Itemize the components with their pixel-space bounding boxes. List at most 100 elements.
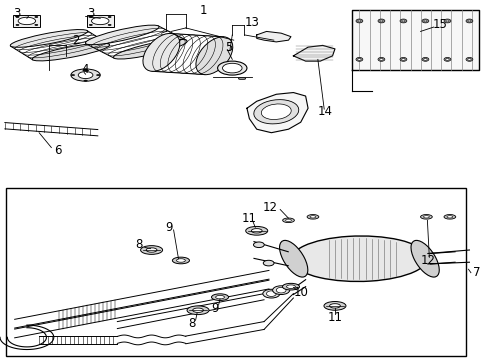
Ellipse shape — [251, 229, 262, 233]
Ellipse shape — [16, 17, 19, 18]
Ellipse shape — [108, 17, 111, 18]
Ellipse shape — [357, 20, 360, 22]
Text: 4: 4 — [81, 63, 89, 76]
Ellipse shape — [467, 20, 470, 22]
Text: 2: 2 — [72, 33, 80, 47]
Ellipse shape — [141, 246, 162, 255]
Text: 3: 3 — [86, 8, 94, 21]
Ellipse shape — [245, 226, 267, 235]
Ellipse shape — [238, 77, 245, 80]
Ellipse shape — [16, 24, 19, 26]
Ellipse shape — [355, 58, 362, 61]
Text: 8: 8 — [135, 238, 143, 251]
Ellipse shape — [420, 215, 431, 219]
Text: 8: 8 — [187, 317, 195, 330]
Text: 15: 15 — [432, 18, 447, 31]
Ellipse shape — [467, 58, 470, 60]
Ellipse shape — [85, 25, 159, 45]
Ellipse shape — [253, 100, 298, 124]
Ellipse shape — [10, 30, 87, 47]
Ellipse shape — [35, 17, 38, 18]
Ellipse shape — [282, 283, 299, 290]
Ellipse shape — [286, 285, 295, 288]
Text: 7: 7 — [472, 266, 480, 279]
Ellipse shape — [285, 219, 291, 221]
Ellipse shape — [89, 24, 92, 26]
Polygon shape — [293, 45, 334, 61]
Ellipse shape — [91, 17, 109, 24]
Ellipse shape — [18, 17, 36, 24]
Ellipse shape — [176, 259, 185, 262]
Polygon shape — [246, 93, 307, 133]
Ellipse shape — [410, 240, 438, 277]
Ellipse shape — [186, 306, 209, 315]
Ellipse shape — [421, 19, 428, 23]
Text: 3: 3 — [13, 8, 21, 21]
Polygon shape — [256, 31, 290, 42]
Text: 9: 9 — [164, 221, 172, 234]
Ellipse shape — [35, 24, 38, 26]
Ellipse shape — [329, 304, 340, 308]
Ellipse shape — [113, 39, 187, 59]
Ellipse shape — [142, 33, 180, 71]
Ellipse shape — [196, 37, 232, 75]
Ellipse shape — [108, 24, 111, 26]
Ellipse shape — [217, 61, 246, 75]
Ellipse shape — [215, 296, 224, 299]
Ellipse shape — [261, 104, 291, 120]
Ellipse shape — [379, 58, 383, 60]
Ellipse shape — [192, 308, 203, 312]
Ellipse shape — [172, 257, 189, 264]
Ellipse shape — [253, 242, 264, 248]
Ellipse shape — [71, 75, 74, 76]
Ellipse shape — [89, 17, 92, 18]
Ellipse shape — [465, 58, 472, 61]
Text: 14: 14 — [317, 105, 332, 118]
Ellipse shape — [357, 58, 360, 60]
Ellipse shape — [323, 302, 346, 310]
Ellipse shape — [84, 80, 87, 81]
Text: 5: 5 — [224, 41, 232, 54]
Bar — [14, 15, 40, 27]
Ellipse shape — [423, 20, 427, 22]
Ellipse shape — [355, 19, 362, 23]
Ellipse shape — [211, 294, 228, 301]
Ellipse shape — [146, 248, 157, 252]
Ellipse shape — [306, 215, 318, 219]
Ellipse shape — [401, 20, 405, 22]
Ellipse shape — [279, 240, 307, 277]
Ellipse shape — [263, 289, 279, 298]
Text: 1: 1 — [199, 4, 206, 17]
Ellipse shape — [443, 19, 450, 23]
Text: 12: 12 — [263, 201, 277, 214]
Ellipse shape — [377, 19, 384, 23]
Bar — [87, 15, 113, 27]
Text: 6: 6 — [54, 144, 61, 157]
Ellipse shape — [272, 286, 289, 294]
Polygon shape — [351, 10, 478, 70]
Ellipse shape — [399, 19, 406, 23]
Ellipse shape — [309, 216, 315, 218]
Ellipse shape — [276, 287, 285, 293]
Ellipse shape — [84, 69, 87, 70]
Ellipse shape — [266, 291, 276, 296]
Ellipse shape — [445, 20, 448, 22]
Ellipse shape — [445, 58, 448, 60]
Ellipse shape — [377, 58, 384, 61]
Ellipse shape — [401, 58, 405, 60]
Ellipse shape — [446, 216, 452, 218]
Ellipse shape — [423, 58, 427, 60]
Ellipse shape — [443, 58, 450, 61]
Ellipse shape — [423, 216, 428, 218]
Ellipse shape — [465, 19, 472, 23]
Ellipse shape — [290, 236, 427, 282]
Text: 9: 9 — [211, 302, 219, 315]
Ellipse shape — [78, 72, 93, 78]
Text: 13: 13 — [244, 16, 259, 29]
Ellipse shape — [399, 58, 406, 61]
Text: 10: 10 — [293, 286, 307, 299]
Ellipse shape — [379, 20, 383, 22]
Ellipse shape — [443, 215, 455, 219]
Ellipse shape — [282, 218, 294, 222]
Text: 12: 12 — [420, 254, 434, 267]
